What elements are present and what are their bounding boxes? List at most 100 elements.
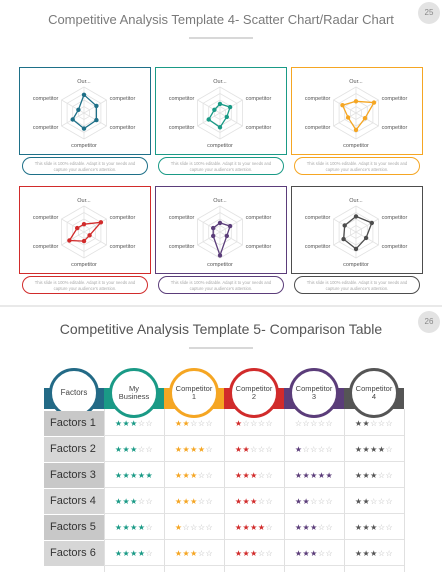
radar-chart-card[interactable]: Our... competitor competitor competitor comp… [291, 186, 423, 274]
star-filled-icon: ★ [370, 523, 378, 532]
radar-data-point [362, 116, 368, 121]
slide-26[interactable]: 26 Competitive Analysis Template 5- Comp… [0, 307, 442, 572]
star-empty-icon: ☆ [325, 549, 334, 558]
radar-chart: Our... competitor competitor competitor comp… [169, 79, 272, 149]
star-filled-icon: ★ [174, 419, 183, 428]
rating-cell: ★★★★★ [284, 463, 344, 488]
radar-axis-label: competitor [110, 96, 136, 102]
slide-title: Competitive Analysis Template 5- Compari… [59, 321, 383, 337]
rating-cell: ★★☆☆☆ [344, 411, 404, 436]
star-filled-icon: ★ [114, 497, 123, 506]
radar-axis-label: competitor [343, 262, 369, 268]
radar-chart: Our... competitor competitor competitor comp… [33, 198, 136, 268]
radar-axis-label: competitor [110, 125, 136, 131]
star-filled-icon: ★ [325, 471, 334, 480]
star-empty-icon: ☆ [302, 445, 311, 454]
radar-chart-card[interactable]: Our... competitor competitor competitor comp… [155, 67, 287, 155]
radar-data-point [87, 233, 92, 238]
radar-data-point [81, 92, 87, 97]
star-empty-icon: ☆ [310, 497, 318, 506]
radar-axis-label: Our... [77, 198, 91, 204]
star-filled-icon: ★ [174, 445, 183, 454]
star-empty-icon: ☆ [197, 419, 206, 428]
rating-cell: ★★★☆☆ [224, 541, 284, 566]
star-filled-icon: ★ [242, 471, 251, 480]
star-filled-icon: ★ [362, 523, 371, 532]
star-filled-icon: ★ [114, 445, 123, 454]
radar-data-point [342, 223, 347, 228]
star-empty-icon: ☆ [265, 523, 274, 532]
star-filled-icon: ★ [362, 445, 371, 454]
radar-data-point [211, 233, 216, 239]
radar-data-point [94, 117, 99, 123]
rating-cell: ★★★★☆ [164, 437, 224, 462]
radar-chart-card[interactable]: Our... competitor competitor competitor comp… [291, 67, 423, 155]
title-underline [189, 347, 253, 349]
star-empty-icon: ☆ [205, 549, 214, 558]
star-filled-icon: ★ [122, 419, 131, 428]
radar-axis-label: competitor [305, 215, 331, 221]
caption-pill: This slide is 100% editable. Adapt it to… [22, 157, 148, 175]
star-filled-icon: ★ [250, 471, 258, 480]
star-empty-icon: ☆ [190, 419, 198, 428]
radar-data-point [81, 238, 87, 244]
star-filled-icon: ★ [250, 549, 258, 558]
star-filled-icon: ★ [257, 523, 266, 532]
star-filled-icon: ★ [182, 445, 191, 454]
row-label: Factors 1 [44, 411, 104, 436]
radar-axis [61, 231, 85, 246]
row-label: Factors 6 [44, 541, 104, 566]
star-filled-icon: ★ [234, 445, 243, 454]
slide-25[interactable]: 25 Competitive Analysis Template 4- Scat… [0, 0, 442, 305]
star-empty-icon: ☆ [145, 523, 154, 532]
radar-chart-card[interactable]: Our... competitor competitor competitor comp… [155, 186, 287, 274]
star-empty-icon: ☆ [377, 419, 386, 428]
slide-title: Competitive Analysis Template 4- Scatter… [48, 12, 394, 27]
rating-cell: ★★★☆☆ [344, 515, 404, 540]
star-filled-icon: ★ [354, 419, 363, 428]
radar-axis [355, 112, 379, 127]
header-circle: My Business [109, 368, 159, 418]
radar-axis-label: competitor [246, 125, 272, 131]
radar-axis-label: competitor [382, 244, 408, 250]
star-filled-icon: ★ [310, 549, 318, 558]
radar-axis-label: competitor [343, 143, 369, 149]
radar-chart-card[interactable]: Our... competitor competitor competitor comp… [19, 67, 151, 155]
slide-number-badge: 26 [418, 311, 440, 333]
star-empty-icon: ☆ [325, 497, 334, 506]
rating-cell: ★★★☆☆ [284, 541, 344, 566]
radar-data-point [81, 126, 87, 131]
radar-data-point [217, 220, 223, 226]
radar-axis-label: competitor [33, 96, 59, 102]
radar-chart-card[interactable]: Our... competitor competitor competitor comp… [19, 186, 151, 274]
title-underline [189, 37, 253, 39]
radar-data-point [227, 104, 233, 110]
table-column-divider [224, 409, 225, 572]
star-empty-icon: ☆ [257, 549, 266, 558]
star-filled-icon: ★ [302, 523, 311, 532]
rating-cell: ★★★★☆ [344, 437, 404, 462]
star-empty-icon: ☆ [242, 419, 251, 428]
star-filled-icon: ★ [234, 497, 243, 506]
star-filled-icon: ★ [310, 523, 318, 532]
star-empty-icon: ☆ [377, 523, 386, 532]
star-filled-icon: ★ [137, 523, 146, 532]
radar-axis-label: competitor [382, 125, 408, 131]
star-empty-icon: ☆ [205, 471, 214, 480]
star-filled-icon: ★ [377, 445, 386, 454]
rating-cell: ★☆☆☆☆ [284, 437, 344, 462]
header-circle: Competitor 2 [229, 368, 279, 418]
radar-axis [355, 218, 379, 233]
radar-axis [197, 218, 221, 233]
rating-cell: ★★★☆☆ [224, 489, 284, 514]
star-empty-icon: ☆ [190, 523, 198, 532]
star-filled-icon: ★ [354, 471, 363, 480]
star-empty-icon: ☆ [310, 419, 318, 428]
star-empty-icon: ☆ [265, 497, 274, 506]
star-empty-icon: ☆ [145, 497, 154, 506]
star-filled-icon: ★ [130, 471, 138, 480]
radar-data-point [70, 117, 75, 122]
star-empty-icon: ☆ [197, 497, 206, 506]
star-empty-icon: ☆ [145, 445, 154, 454]
column-header: Competitor 1 [164, 368, 224, 418]
